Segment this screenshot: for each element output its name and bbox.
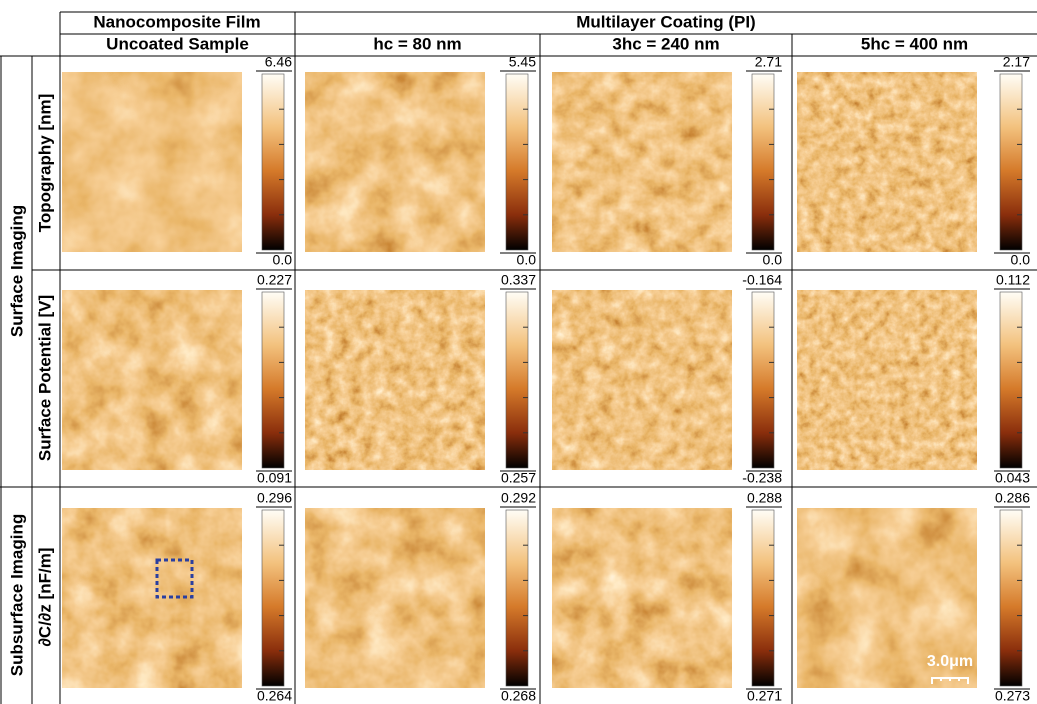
colorbar: [752, 510, 774, 686]
afm-image: [797, 290, 977, 470]
afm-image: [62, 508, 242, 688]
afm-image: [552, 508, 732, 688]
scale-min: 0.0: [273, 252, 293, 268]
scale-min: 0.264: [257, 688, 292, 704]
colorbar: [1000, 292, 1022, 468]
afm-image: [552, 290, 732, 470]
colorbar: [752, 292, 774, 468]
scale-max: 2.17: [1003, 54, 1030, 70]
afm-image: [62, 290, 242, 470]
scale-min: 0.271: [747, 688, 782, 704]
colorbar: [506, 510, 528, 686]
scale-max: 0.288: [747, 490, 782, 506]
scale-max: 0.112: [996, 272, 1030, 288]
column-header: 3hc = 240 nm: [612, 34, 719, 53]
scale-min: 0.0: [517, 252, 537, 268]
scale-max: 6.46: [265, 54, 292, 70]
colorbar: [506, 74, 528, 250]
scale-max: 5.45: [509, 54, 536, 70]
afm-image: [305, 508, 485, 688]
scale-min: 0.268: [501, 688, 536, 704]
scale-max: 2.71: [755, 54, 782, 70]
afm-image: [62, 72, 242, 252]
scale-min: 0.0: [763, 252, 783, 268]
scale-min: -0.238: [742, 470, 782, 486]
column-header: hc = 80 nm: [373, 34, 461, 53]
afm-image: [797, 72, 977, 252]
scale-min: 0.273: [995, 688, 1030, 704]
colorbar: [262, 74, 284, 250]
row-group-label: Subsurface Imaging: [7, 514, 26, 676]
row-label: ∂C/∂z [nF/m]: [35, 548, 54, 647]
scale-max: 0.296: [257, 490, 292, 506]
scale-max: 0.227: [257, 272, 292, 288]
scale-max: 0.292: [501, 490, 536, 506]
row-label: Surface Potential [V]: [35, 295, 54, 461]
colorbar: [262, 510, 284, 686]
colorbar: [1000, 510, 1022, 686]
colorbar: [506, 292, 528, 468]
group-header: Multilayer Coating (PI): [576, 12, 755, 31]
row-group-label: Surface Imaging: [7, 205, 26, 337]
figure: Nanocomposite Film Multilayer Coating (P…: [0, 0, 1037, 704]
scale-max: 0.286: [995, 490, 1030, 506]
colorbar: [1000, 74, 1022, 250]
group-header: Nanocomposite Film: [93, 12, 260, 31]
scale-max: -0.164: [742, 272, 782, 288]
afm-image: [305, 72, 485, 252]
colorbar: [262, 292, 284, 468]
row-label: Topography [nm]: [35, 94, 54, 233]
scale-min: 0.257: [501, 470, 536, 486]
afm-image: [305, 290, 485, 470]
colorbar: [752, 74, 774, 250]
scale-max: 0.337: [501, 272, 536, 288]
column-header: 5hc = 400 nm: [861, 34, 968, 53]
afm-image: [552, 72, 732, 252]
scale-min: 0.091: [257, 470, 292, 486]
scale-bar-label: 3.0μm: [927, 653, 973, 670]
column-header: Uncoated Sample: [106, 34, 249, 53]
scale-min: 0.043: [995, 470, 1030, 486]
scale-min: 0.0: [1011, 252, 1031, 268]
